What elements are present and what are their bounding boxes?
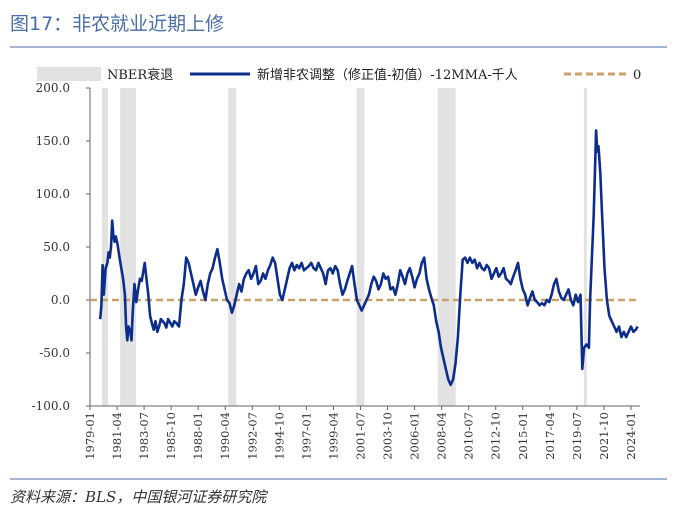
legend-series-label: 新增非农调整（修正值-初值）-12MMA-千人 (257, 67, 518, 83)
x-tick-label: 2019-07 (570, 412, 584, 460)
recession-band (356, 88, 365, 406)
y-tick-label: 0.0 (51, 293, 70, 307)
x-tick-label: 1988-01 (191, 412, 205, 460)
y-tick-label: 200.0 (36, 81, 70, 95)
recession-bands (102, 88, 587, 406)
x-tick-label: 2006-01 (408, 412, 422, 460)
y-tick-label: 100.0 (36, 187, 70, 201)
x-tick-label: 1997-01 (299, 412, 313, 460)
x-tick-label: 2024-01 (624, 412, 638, 460)
x-tick-label: 1981-04 (110, 412, 124, 460)
x-tick-label: 2017-04 (543, 412, 557, 460)
recession-band (583, 88, 587, 406)
recession-band (120, 88, 137, 406)
legend-recession-label: NBER衰退 (107, 67, 173, 83)
x-tick-label: 1983-07 (137, 412, 151, 460)
recession-band (228, 88, 237, 406)
recession-band (102, 88, 109, 406)
x-tick-label: 2003-10 (381, 412, 395, 460)
legend-zero-label: 0 (633, 68, 641, 83)
x-tick-label: 2012-10 (489, 412, 503, 460)
x-tick-label: 2021-10 (597, 412, 611, 460)
x-tick-label: 2008-04 (435, 412, 449, 460)
y-tick-label: -100.0 (32, 399, 70, 413)
x-tick-label: 2015-01 (516, 412, 530, 460)
source-note: 资料来源：BLS，中国银河证券研究院 (10, 488, 267, 506)
legend-recession-swatch (37, 67, 101, 81)
x-tick-label: 1979-01 (83, 412, 97, 460)
y-axis: 200.0 150.0 100.0 50.0 0.0 -50.0 -100.0 (32, 81, 91, 413)
x-tick-label: 1992-07 (245, 412, 259, 460)
series-line (98, 129, 639, 387)
x-tick-label: 1990-04 (218, 412, 232, 460)
figure-title: 图17：非农就业近期上修 (10, 13, 225, 35)
y-tick-label: -50.0 (39, 346, 70, 360)
y-tick-label: 150.0 (36, 134, 70, 148)
recession-band (437, 88, 456, 406)
x-tick-label: 1994-10 (272, 412, 286, 460)
x-tick-label: 1999-04 (326, 412, 340, 460)
chart-legend: NBER衰退 新增非农调整（修正值-初值）-12MMA-千人 0 (37, 67, 641, 83)
x-tick-label: 1985-10 (164, 412, 178, 460)
x-tick-label: 2001-07 (353, 412, 367, 460)
x-tick-label: 2010-07 (462, 412, 476, 460)
y-tick-label: 50.0 (43, 240, 70, 254)
x-axis: 1979-01 1981-04 1983-07 1985-10 1988-01 1990-… (83, 405, 640, 460)
